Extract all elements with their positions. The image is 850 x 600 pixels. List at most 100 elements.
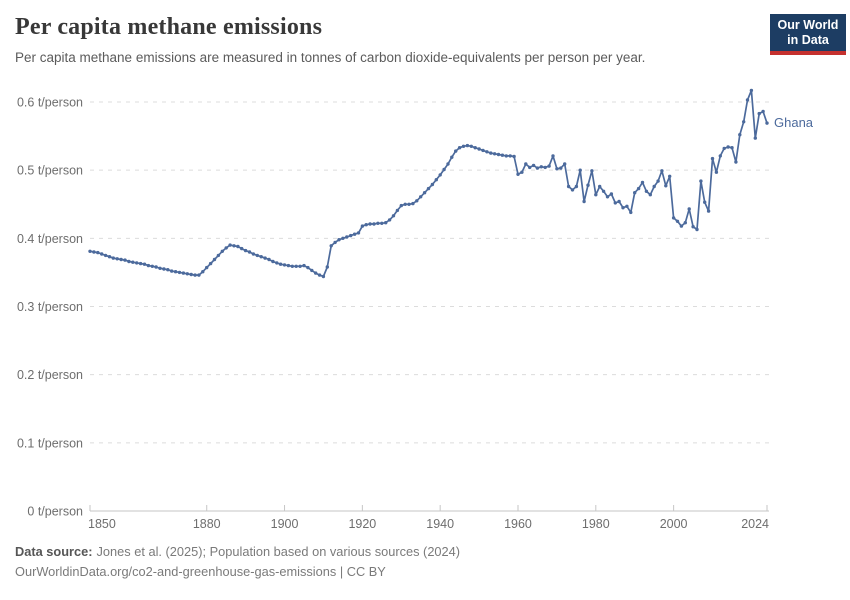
data-point-marker[interactable] — [613, 201, 617, 205]
data-point-marker[interactable] — [539, 165, 543, 169]
data-point-marker[interactable] — [465, 143, 470, 148]
data-point-marker[interactable] — [419, 195, 423, 199]
data-point-marker[interactable] — [753, 136, 757, 140]
data-point-marker[interactable] — [247, 250, 252, 254]
data-point-marker[interactable] — [524, 162, 528, 166]
data-point-marker[interactable] — [601, 189, 606, 193]
data-point-marker[interactable] — [341, 236, 345, 240]
data-point-marker[interactable] — [306, 265, 310, 270]
data-point-marker[interactable] — [671, 216, 676, 220]
data-point-marker[interactable] — [555, 167, 559, 171]
data-point-marker[interactable] — [508, 154, 512, 158]
data-point-marker[interactable] — [158, 266, 162, 270]
data-point-marker[interactable] — [142, 262, 147, 266]
data-point-marker[interactable] — [512, 154, 516, 159]
data-point-marker[interactable] — [730, 146, 734, 150]
data-point-marker[interactable] — [633, 191, 637, 195]
data-point-marker[interactable] — [415, 199, 419, 203]
data-point-marker[interactable] — [609, 192, 614, 196]
data-point-marker[interactable] — [590, 169, 594, 173]
data-point-marker[interactable] — [193, 273, 197, 277]
data-point-marker[interactable] — [477, 147, 481, 151]
data-point-marker[interactable] — [146, 263, 151, 268]
data-point-marker[interactable] — [88, 249, 92, 253]
data-point-marker[interactable] — [407, 202, 411, 206]
data-point-marker[interactable] — [706, 209, 711, 213]
data-point-marker[interactable] — [115, 257, 119, 261]
data-point-marker[interactable] — [103, 253, 108, 258]
data-point-marker[interactable] — [500, 153, 505, 157]
data-point-marker[interactable] — [745, 98, 750, 102]
data-point-marker[interactable] — [461, 144, 466, 148]
data-point-marker[interactable] — [578, 168, 582, 172]
data-point-marker[interactable] — [757, 111, 761, 116]
data-point-marker[interactable] — [208, 261, 213, 266]
data-point-marker[interactable] — [267, 257, 271, 262]
data-point-marker[interactable] — [150, 264, 154, 268]
data-point-marker[interactable] — [473, 146, 477, 150]
data-point-marker[interactable] — [329, 244, 333, 248]
data-point-marker[interactable] — [212, 257, 217, 262]
data-point-marker[interactable] — [100, 252, 104, 256]
data-point-marker[interactable] — [481, 148, 485, 153]
data-point-marker[interactable] — [123, 258, 127, 262]
emissions-line-chart[interactable]: 0 t/person 0.1 t/person 0.2 t/person 0.3 t/… — [0, 0, 850, 540]
data-point-marker[interactable] — [333, 240, 337, 245]
data-point-marker[interactable] — [298, 264, 302, 268]
data-point-marker[interactable] — [372, 222, 376, 226]
data-point-marker[interactable] — [310, 268, 314, 273]
data-point-marker[interactable] — [438, 173, 442, 177]
data-point-marker[interactable] — [395, 208, 400, 213]
data-point-marker[interactable] — [360, 224, 365, 228]
data-point-marker[interactable] — [376, 221, 380, 225]
data-point-marker[interactable] — [531, 163, 536, 168]
data-point-marker[interactable] — [177, 270, 182, 275]
data-point-marker[interactable] — [368, 222, 372, 226]
data-point-marker[interactable] — [228, 243, 232, 247]
data-point-marker[interactable] — [205, 265, 209, 270]
data-point-marker[interactable] — [528, 165, 532, 170]
data-point-marker[interactable] — [551, 154, 555, 158]
data-point-marker[interactable] — [734, 160, 738, 164]
footer-link[interactable]: OurWorldinData.org/co2-and-greenhouse-ga… — [15, 563, 386, 579]
data-point-marker[interactable] — [566, 184, 571, 189]
data-point-marker[interactable] — [664, 184, 668, 188]
data-point-marker[interactable] — [384, 221, 388, 225]
data-point-marker[interactable] — [570, 188, 575, 192]
data-point-marker[interactable] — [391, 214, 396, 218]
data-point-marker[interactable] — [162, 267, 166, 271]
data-point-marker[interactable] — [687, 207, 691, 211]
data-point-marker[interactable] — [271, 259, 275, 264]
data-point-marker[interactable] — [703, 200, 707, 204]
data-point-marker[interactable] — [317, 273, 322, 277]
data-point-marker[interactable] — [621, 206, 625, 210]
data-point-marker[interactable] — [119, 257, 123, 262]
data-point-marker[interactable] — [411, 201, 415, 206]
data-point-marker[interactable] — [547, 164, 551, 168]
data-point-marker[interactable] — [469, 144, 473, 148]
data-point-marker[interactable] — [450, 155, 454, 159]
data-point-marker[interactable] — [263, 256, 267, 260]
data-point-marker[interactable] — [181, 271, 186, 275]
data-point-marker[interactable] — [294, 264, 298, 268]
data-point-marker[interactable] — [96, 250, 100, 255]
data-point-marker[interactable] — [563, 162, 567, 166]
data-point-marker[interactable] — [275, 261, 279, 265]
data-point-marker[interactable] — [660, 169, 664, 173]
data-point-marker[interactable] — [403, 202, 407, 206]
data-point-marker[interactable] — [349, 233, 353, 238]
data-point-marker[interactable] — [454, 149, 458, 153]
data-point-marker[interactable] — [648, 193, 652, 197]
owid-logo[interactable]: Our World in Data — [770, 14, 846, 55]
data-point-marker[interactable] — [636, 186, 641, 191]
data-point-marker[interactable] — [504, 154, 508, 158]
data-point-marker[interactable] — [240, 246, 244, 251]
data-point-marker[interactable] — [722, 146, 726, 151]
data-point-marker[interactable] — [380, 221, 384, 225]
data-point-marker[interactable] — [582, 199, 586, 204]
data-point-marker[interactable] — [127, 259, 131, 264]
data-point-marker[interactable] — [683, 221, 687, 225]
data-point-marker[interactable] — [726, 145, 730, 149]
data-point-marker[interactable] — [434, 178, 438, 182]
data-point-marker[interactable] — [325, 265, 329, 269]
